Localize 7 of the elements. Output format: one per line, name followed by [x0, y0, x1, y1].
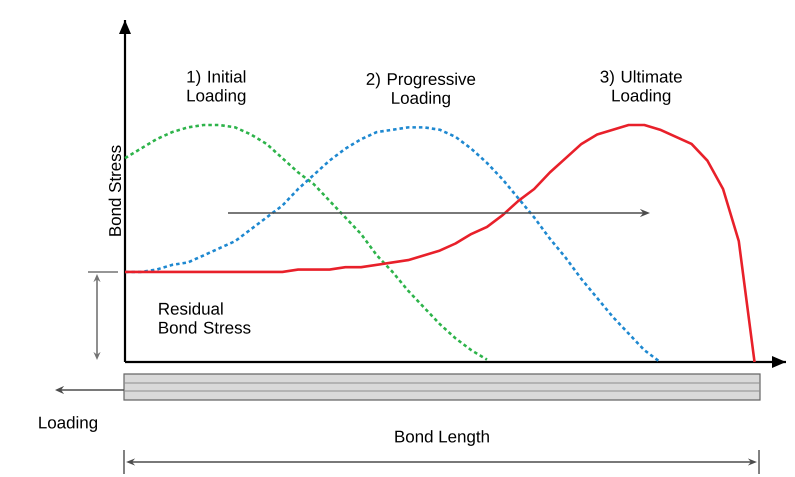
series-label: 2) Progressive Loading [366, 72, 476, 108]
series-label: 1) Initial Loading [187, 70, 246, 105]
annotation: Residual Bond Stress [159, 302, 250, 334]
text: Loading [39, 416, 98, 432]
text: Bond Length [395, 430, 489, 446]
y-axis-title: Bond Stress [108, 146, 122, 236]
series-label: 3) Ultimate Loading [600, 70, 682, 105]
